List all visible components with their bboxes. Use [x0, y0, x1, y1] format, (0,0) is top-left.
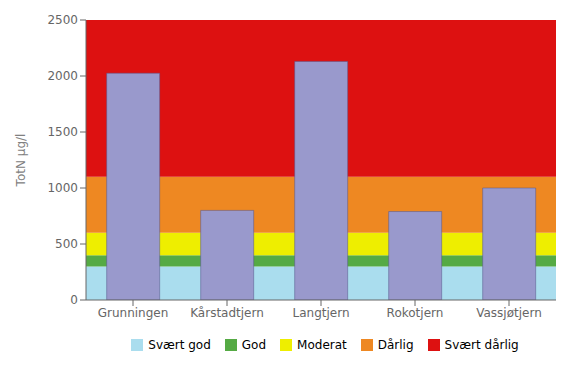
svg-text:2500: 2500	[47, 13, 78, 27]
html-text:God: God	[241, 338, 267, 352]
svg-text:Grunningen: Grunningen	[98, 306, 169, 320]
html-text:Svært god: Svært god	[148, 338, 211, 352]
html-text:Svært dårlig: Svært dårlig	[444, 338, 519, 352]
svg-text:Langtjern: Langtjern	[292, 306, 349, 320]
svg-text:1000: 1000	[47, 181, 78, 195]
svg-text:0: 0	[70, 293, 78, 307]
svg-text:2000: 2000	[47, 69, 78, 83]
svg-text:Vassjøtjern: Vassjøtjern	[476, 306, 542, 320]
svg-text:500: 500	[55, 237, 78, 251]
svg-text:TotN µg/l: TotN µg/l	[14, 134, 28, 188]
svg-text:Kårstadtjern: Kårstadtjern	[190, 306, 264, 320]
html-text:Dårlig: Dårlig	[377, 338, 414, 352]
svg-text:Rokotjern: Rokotjern	[387, 306, 444, 320]
html-text:Moderat: Moderat	[297, 338, 347, 352]
svg-text:1500: 1500	[47, 125, 78, 139]
